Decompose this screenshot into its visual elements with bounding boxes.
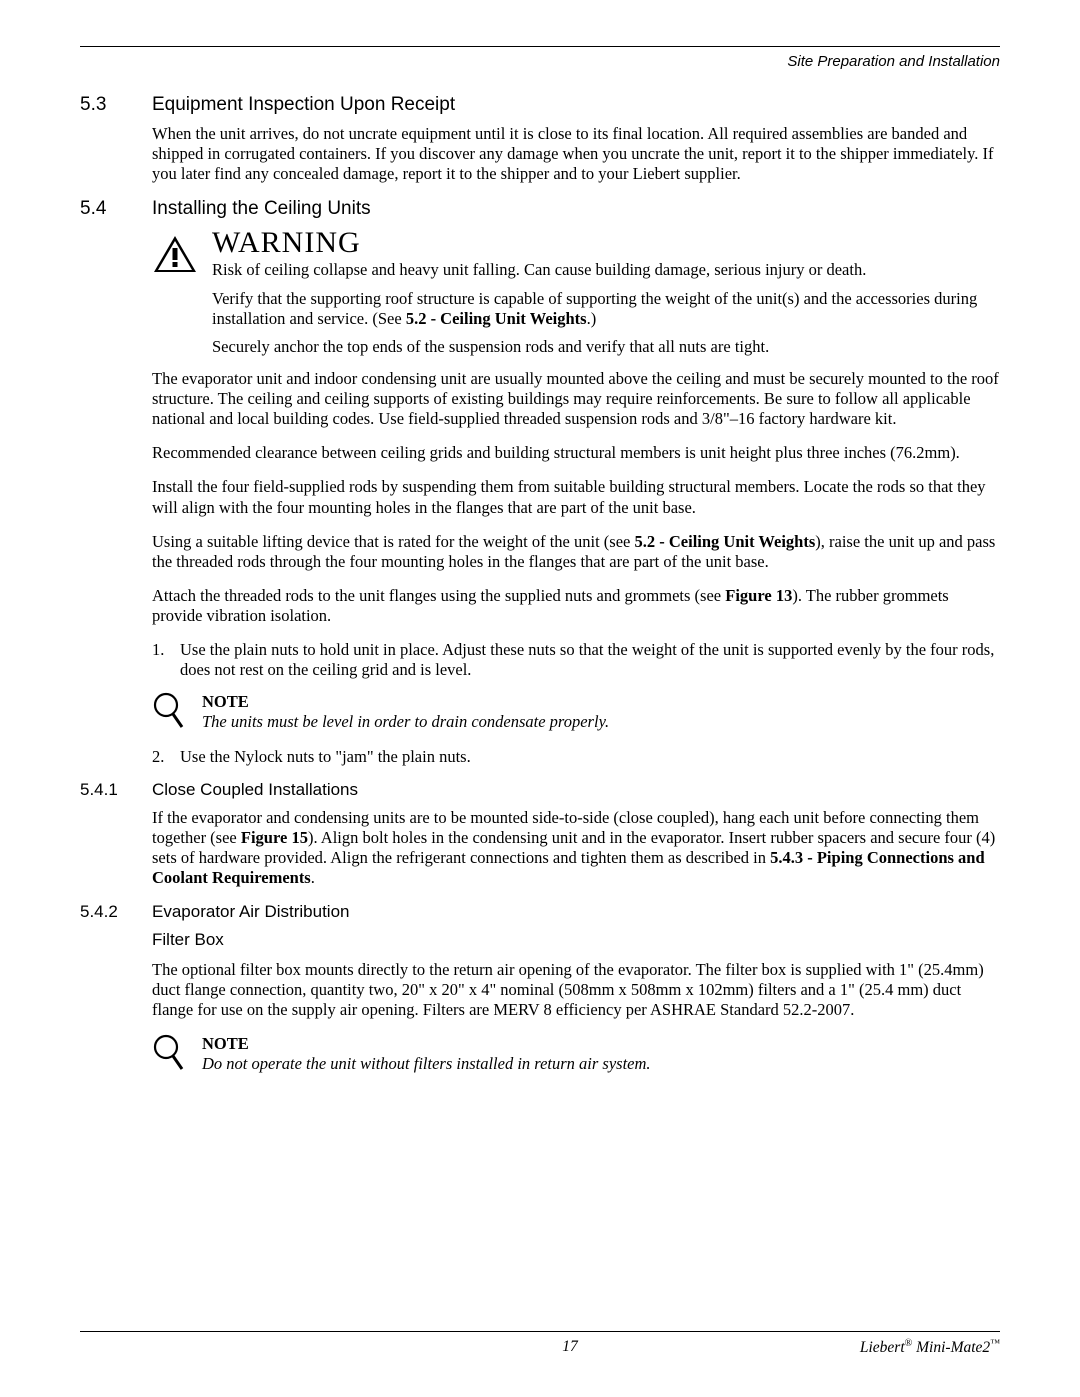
running-header: Site Preparation and Installation	[80, 53, 1000, 70]
warning-content: WARNING Risk of ceiling collapse and hea…	[212, 228, 1000, 357]
magnifier-icon	[152, 692, 186, 735]
section-number: 5.4	[80, 198, 152, 220]
filter-box-heading: Filter Box	[152, 930, 1000, 950]
subsection-title: Close Coupled Installations	[152, 780, 358, 800]
footer-brand-b: Mini-Mate2	[912, 1339, 990, 1356]
section-number: 5.3	[80, 94, 152, 116]
subsection-title: Evaporator Air Distribution	[152, 902, 349, 922]
section-5-3-heading: 5.3 Equipment Inspection Upon Receipt	[80, 94, 1000, 116]
warning-label: WARNING	[212, 228, 1000, 258]
section-5-4-heading: 5.4 Installing the Ceiling Units	[80, 198, 1000, 220]
text: .	[311, 868, 315, 887]
header-rule	[80, 46, 1000, 47]
xref-bold: 5.2 - Ceiling Unit Weights	[406, 309, 587, 328]
note-content: NOTE Do not operate the unit without fil…	[202, 1034, 1000, 1074]
footer-brand-a: Liebert	[860, 1339, 905, 1356]
list-item-2: 2. Use the Nylock nuts to "jam" the plai…	[152, 747, 1000, 767]
list-number: 2.	[152, 747, 180, 767]
warning-block: WARNING Risk of ceiling collapse and hea…	[152, 228, 1000, 357]
list-number: 1.	[152, 640, 180, 680]
note-text: Do not operate the unit without filters …	[202, 1054, 1000, 1074]
text: Attach the threaded rods to the unit fla…	[152, 586, 725, 605]
magnifier-icon	[152, 1034, 186, 1077]
note-content: NOTE The units must be level in order to…	[202, 692, 1000, 732]
paragraph: Attach the threaded rods to the unit fla…	[152, 586, 1000, 626]
footer-rule	[80, 1331, 1000, 1332]
note-text: The units must be level in order to drai…	[202, 712, 1000, 732]
page-footer: 17 Liebert® Mini-Mate2™	[80, 1331, 1000, 1357]
warning-paragraph: Verify that the supporting roof structur…	[212, 289, 1000, 329]
paragraph: Recommended clearance between ceiling gr…	[152, 443, 1000, 463]
section-title: Installing the Ceiling Units	[152, 198, 371, 220]
warning-icon	[152, 234, 198, 279]
text: .)	[587, 309, 597, 328]
subsection-number: 5.4.2	[80, 902, 152, 922]
paragraph: Using a suitable lifting device that is …	[152, 532, 1000, 572]
subsection-number: 5.4.1	[80, 780, 152, 800]
subsection-5-4-1-heading: 5.4.1 Close Coupled Installations	[80, 780, 1000, 800]
page-number: 17	[562, 1338, 578, 1357]
note-block: NOTE The units must be level in order to…	[152, 692, 1000, 735]
paragraph: The optional filter box mounts directly …	[152, 960, 1000, 1020]
list-text: Use the Nylock nuts to "jam" the plain n…	[180, 747, 471, 767]
list-text: Use the plain nuts to hold unit in place…	[180, 640, 1000, 680]
warning-paragraph: Risk of ceiling collapse and heavy unit …	[212, 260, 1000, 280]
section-title: Equipment Inspection Upon Receipt	[152, 94, 455, 116]
xref-bold: Figure 13	[725, 586, 792, 605]
trademark: ™	[990, 1338, 1000, 1349]
paragraph: Install the four field-supplied rods by …	[152, 477, 1000, 517]
note-label: NOTE	[202, 1034, 1000, 1054]
xref-bold: 5.2 - Ceiling Unit Weights	[635, 532, 816, 551]
paragraph: When the unit arrives, do not uncrate eq…	[152, 124, 1000, 184]
note-block: NOTE Do not operate the unit without fil…	[152, 1034, 1000, 1077]
subsection-5-4-2-heading: 5.4.2 Evaporator Air Distribution	[80, 902, 1000, 922]
warning-paragraph: Securely anchor the top ends of the susp…	[212, 337, 1000, 357]
paragraph: The evaporator unit and indoor condensin…	[152, 369, 1000, 429]
text: Using a suitable lifting device that is …	[152, 532, 635, 551]
xref-bold: Figure 15	[241, 828, 308, 847]
list-item-1: 1. Use the plain nuts to hold unit in pl…	[152, 640, 1000, 680]
note-label: NOTE	[202, 692, 1000, 712]
paragraph: If the evaporator and condensing units a…	[152, 808, 1000, 889]
footer-brand: Liebert® Mini-Mate2™	[860, 1338, 1000, 1357]
